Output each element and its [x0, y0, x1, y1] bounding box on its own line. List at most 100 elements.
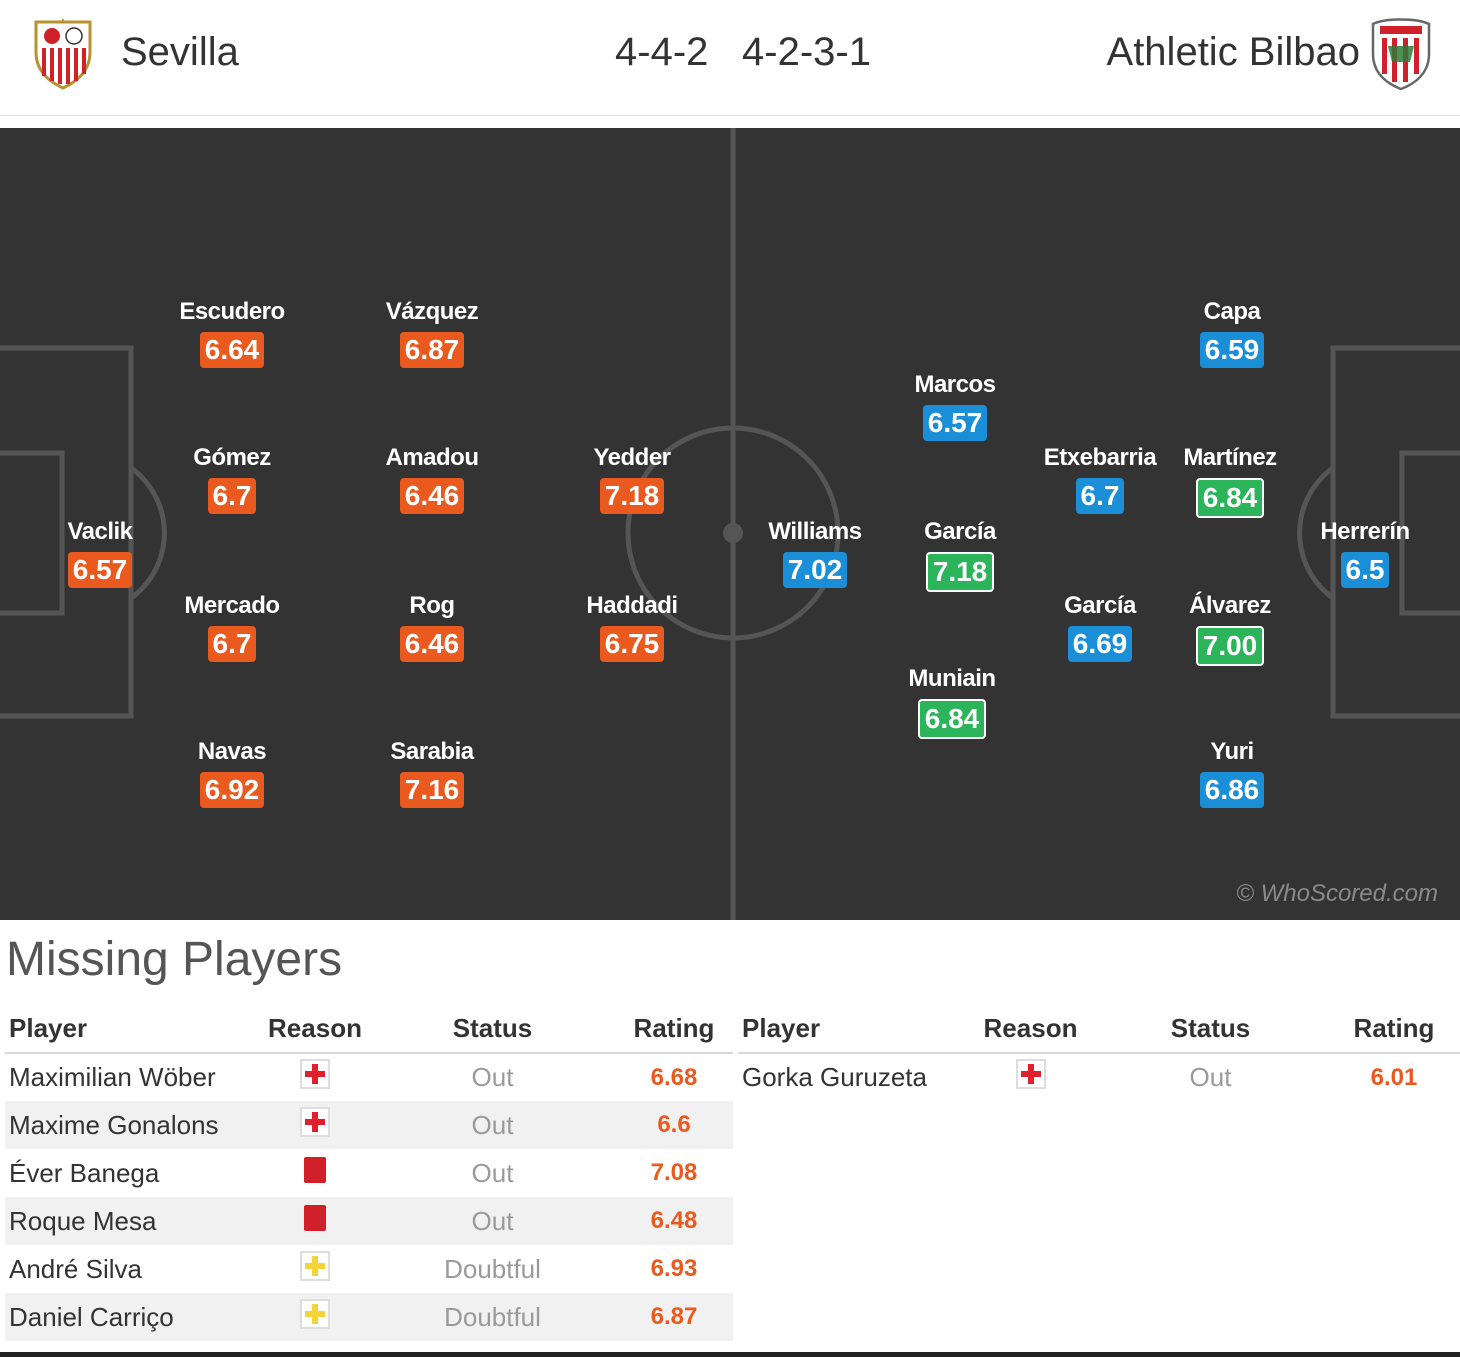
player-name[interactable]: Capa: [1203, 298, 1261, 325]
player-name[interactable]: Amadou: [385, 444, 480, 471]
missing-player-name[interactable]: André Silva: [9, 1253, 142, 1284]
athletic-bilbao-crest-icon[interactable]: [1370, 18, 1432, 90]
missing-player-name[interactable]: Maxime Gonalons: [5, 1101, 260, 1149]
doubtful-icon: [300, 1298, 330, 1336]
player-rating-badge: 7.18: [925, 552, 995, 592]
home-player[interactable]: Navas 6.92: [152, 738, 312, 808]
rating-cell: 7.08: [650, 1159, 698, 1186]
column-header-status[interactable]: Status: [1093, 1005, 1328, 1054]
player-name[interactable]: Yuri: [1210, 738, 1254, 765]
column-header-player[interactable]: Player: [5, 1005, 260, 1054]
home-player[interactable]: Yedder 7.18: [552, 444, 712, 514]
player-name[interactable]: Williams: [768, 518, 862, 545]
away-player[interactable]: Marcos 6.57: [875, 371, 1035, 441]
player-name[interactable]: Sarabia: [390, 738, 474, 765]
home-player[interactable]: Amadou 6.46: [352, 444, 512, 514]
player-rating-badge: 6.46: [399, 626, 465, 662]
doubtful-icon: [300, 1250, 330, 1288]
rating-cell: 6.87: [615, 1293, 733, 1341]
away-player[interactable]: García 7.18: [880, 518, 1040, 592]
player-rating-badge: 6.5: [1340, 552, 1390, 588]
away-player[interactable]: García 6.69: [1020, 592, 1180, 662]
player-name[interactable]: Marcos: [914, 371, 996, 398]
home-player[interactable]: Haddadi 6.75: [552, 592, 712, 662]
missing-player-name[interactable]: Roque Mesa: [5, 1197, 260, 1245]
missing-player-name[interactable]: Éver Banega: [9, 1157, 160, 1188]
player-name[interactable]: Muniain: [908, 665, 996, 692]
rating-cell: 6.6: [615, 1101, 733, 1149]
player-name[interactable]: Martínez: [1183, 444, 1277, 471]
home-player[interactable]: Gómez 6.7: [152, 444, 312, 514]
home-player[interactable]: Mercado 6.7: [152, 592, 312, 662]
away-team-name[interactable]: Athletic Bilbao: [1106, 30, 1360, 74]
player-rating-badge: 6.57: [922, 405, 988, 441]
player-name[interactable]: Escudero: [179, 298, 285, 325]
away-player[interactable]: Muniain 6.84: [872, 665, 1032, 739]
table-row[interactable]: Roque Mesa Out 6.48: [5, 1197, 733, 1245]
player-name[interactable]: Yedder: [593, 444, 671, 471]
sevilla-crest-icon[interactable]: [32, 18, 94, 90]
player-rating-badge: 6.75: [599, 626, 665, 662]
column-header-reason[interactable]: Reason: [260, 1005, 370, 1054]
table-row[interactable]: Gorka Guruzeta Out 6.01: [738, 1053, 1460, 1101]
home-player[interactable]: Vaclik 6.57: [20, 518, 180, 588]
player-name[interactable]: Álvarez: [1189, 592, 1271, 619]
rating-cell: 6.48: [615, 1197, 733, 1245]
missing-player-name[interactable]: Maximilian Wöber: [9, 1062, 216, 1092]
player-rating-badge: 6.46: [399, 478, 465, 514]
missing-player-name[interactable]: Gorka Guruzeta: [742, 1062, 927, 1092]
away-missing-table: Player Reason Status Rating Gorka Guruze…: [738, 1005, 1460, 1101]
player-name[interactable]: Gómez: [193, 444, 271, 471]
home-player[interactable]: Rog 6.46: [352, 592, 512, 662]
player-name[interactable]: Vázquez: [385, 298, 479, 325]
player-rating-badge: 7.18: [599, 478, 665, 514]
player-rating-badge: 6.57: [67, 552, 133, 588]
column-header-reason[interactable]: Reason: [968, 1005, 1093, 1054]
table-header-row: Player Reason Status Rating: [738, 1005, 1460, 1054]
away-player[interactable]: Martínez 6.84: [1150, 444, 1310, 518]
player-name[interactable]: Mercado: [184, 592, 280, 619]
rating-cell: 6.68: [650, 1063, 698, 1091]
table-row[interactable]: Éver Banega Out 7.08: [5, 1149, 733, 1197]
player-name[interactable]: Haddadi: [586, 592, 678, 619]
home-team-name[interactable]: Sevilla: [121, 30, 239, 74]
home-player[interactable]: Escudero 6.64: [152, 298, 312, 368]
table-row[interactable]: André Silva Doubtful 6.93: [5, 1245, 733, 1293]
away-player[interactable]: Herrerín 6.5: [1285, 518, 1445, 588]
player-rating-badge: 6.64: [199, 332, 265, 368]
missing-player-name[interactable]: Daniel Carriço: [5, 1293, 260, 1341]
table-row[interactable]: Daniel Carriço Doubtful 6.87: [5, 1293, 733, 1341]
player-name[interactable]: Vaclik: [67, 518, 133, 545]
away-player[interactable]: Yuri 6.86: [1152, 738, 1312, 808]
player-name[interactable]: Herrerín: [1320, 518, 1410, 545]
table-row[interactable]: Maximilian Wöber Out 6.68: [5, 1053, 733, 1101]
away-player[interactable]: Álvarez 7.00: [1150, 592, 1310, 666]
home-player[interactable]: Vázquez 6.87: [352, 298, 512, 368]
player-name[interactable]: Etxebarria: [1043, 444, 1157, 471]
away-player[interactable]: Etxebarria 6.7: [1020, 444, 1180, 514]
player-rating-badge: 6.84: [917, 699, 987, 739]
player-name[interactable]: García: [924, 518, 996, 545]
red-card-icon: [300, 1203, 330, 1240]
injury-icon: [300, 1106, 330, 1144]
player-name[interactable]: García: [1064, 592, 1136, 619]
player-rating-badge: 6.86: [1199, 772, 1265, 808]
away-player[interactable]: Capa 6.59: [1152, 298, 1312, 368]
table-row[interactable]: Maxime Gonalons Out 6.6: [5, 1101, 733, 1149]
player-name[interactable]: Rog: [409, 592, 455, 619]
pitch-lines: [0, 128, 1460, 920]
player-rating-badge: 6.7: [1075, 478, 1125, 514]
status-cell: Out: [370, 1197, 615, 1245]
column-header-status[interactable]: Status: [370, 1005, 615, 1054]
home-player[interactable]: Sarabia 7.16: [352, 738, 512, 808]
status-cell: Out: [471, 1157, 514, 1188]
player-rating-badge: 6.87: [399, 332, 465, 368]
player-rating-badge: 6.84: [1195, 478, 1265, 518]
status-cell: Doubtful: [370, 1293, 615, 1341]
column-header-player[interactable]: Player: [738, 1005, 968, 1054]
player-rating-badge: 7.16: [399, 772, 465, 808]
column-header-rating[interactable]: Rating: [615, 1005, 733, 1054]
away-player[interactable]: Williams 7.02: [735, 518, 895, 588]
column-header-rating[interactable]: Rating: [1328, 1005, 1460, 1054]
player-name[interactable]: Navas: [197, 738, 267, 765]
